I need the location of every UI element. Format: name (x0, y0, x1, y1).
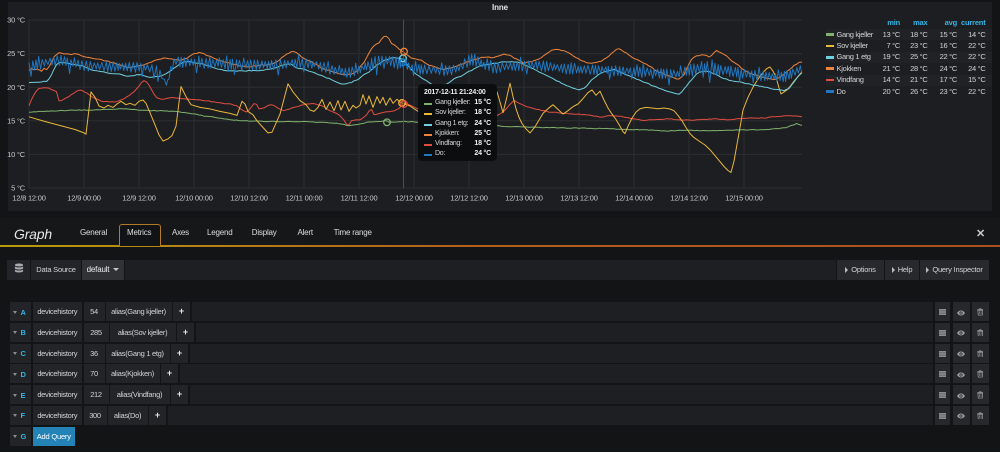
svg-text:30 °C: 30 °C (7, 16, 26, 25)
svg-text:12/13 12:00: 12/13 12:00 (560, 194, 597, 203)
svg-text:12/11 12:00: 12/11 12:00 (341, 194, 378, 203)
svg-text:12/14 12:00: 12/14 12:00 (670, 194, 707, 203)
svg-text:12/9 00:00: 12/9 00:00 (67, 194, 100, 203)
svg-text:12/10 12:00: 12/10 12:00 (230, 194, 267, 203)
svg-text:25 °C: 25 °C (7, 49, 26, 58)
svg-text:10 °C: 10 °C (7, 150, 26, 159)
svg-text:12/9 12:00: 12/9 12:00 (122, 194, 155, 203)
svg-text:12/8 12:00: 12/8 12:00 (12, 194, 45, 203)
svg-text:12/14 00:00: 12/14 00:00 (615, 194, 652, 203)
svg-text:15 °C: 15 °C (7, 116, 26, 125)
svg-text:12/10 00:00: 12/10 00:00 (175, 194, 212, 203)
svg-text:12/11 00:00: 12/11 00:00 (286, 194, 323, 203)
svg-text:20 °C: 20 °C (7, 83, 26, 92)
svg-text:12/13 00:00: 12/13 00:00 (505, 194, 542, 203)
svg-text:12/12 00:00: 12/12 00:00 (395, 194, 432, 203)
svg-text:12/12 12:00: 12/12 12:00 (450, 194, 487, 203)
svg-text:5 °C: 5 °C (11, 184, 26, 193)
svg-text:12/15 00:00: 12/15 00:00 (725, 194, 762, 203)
